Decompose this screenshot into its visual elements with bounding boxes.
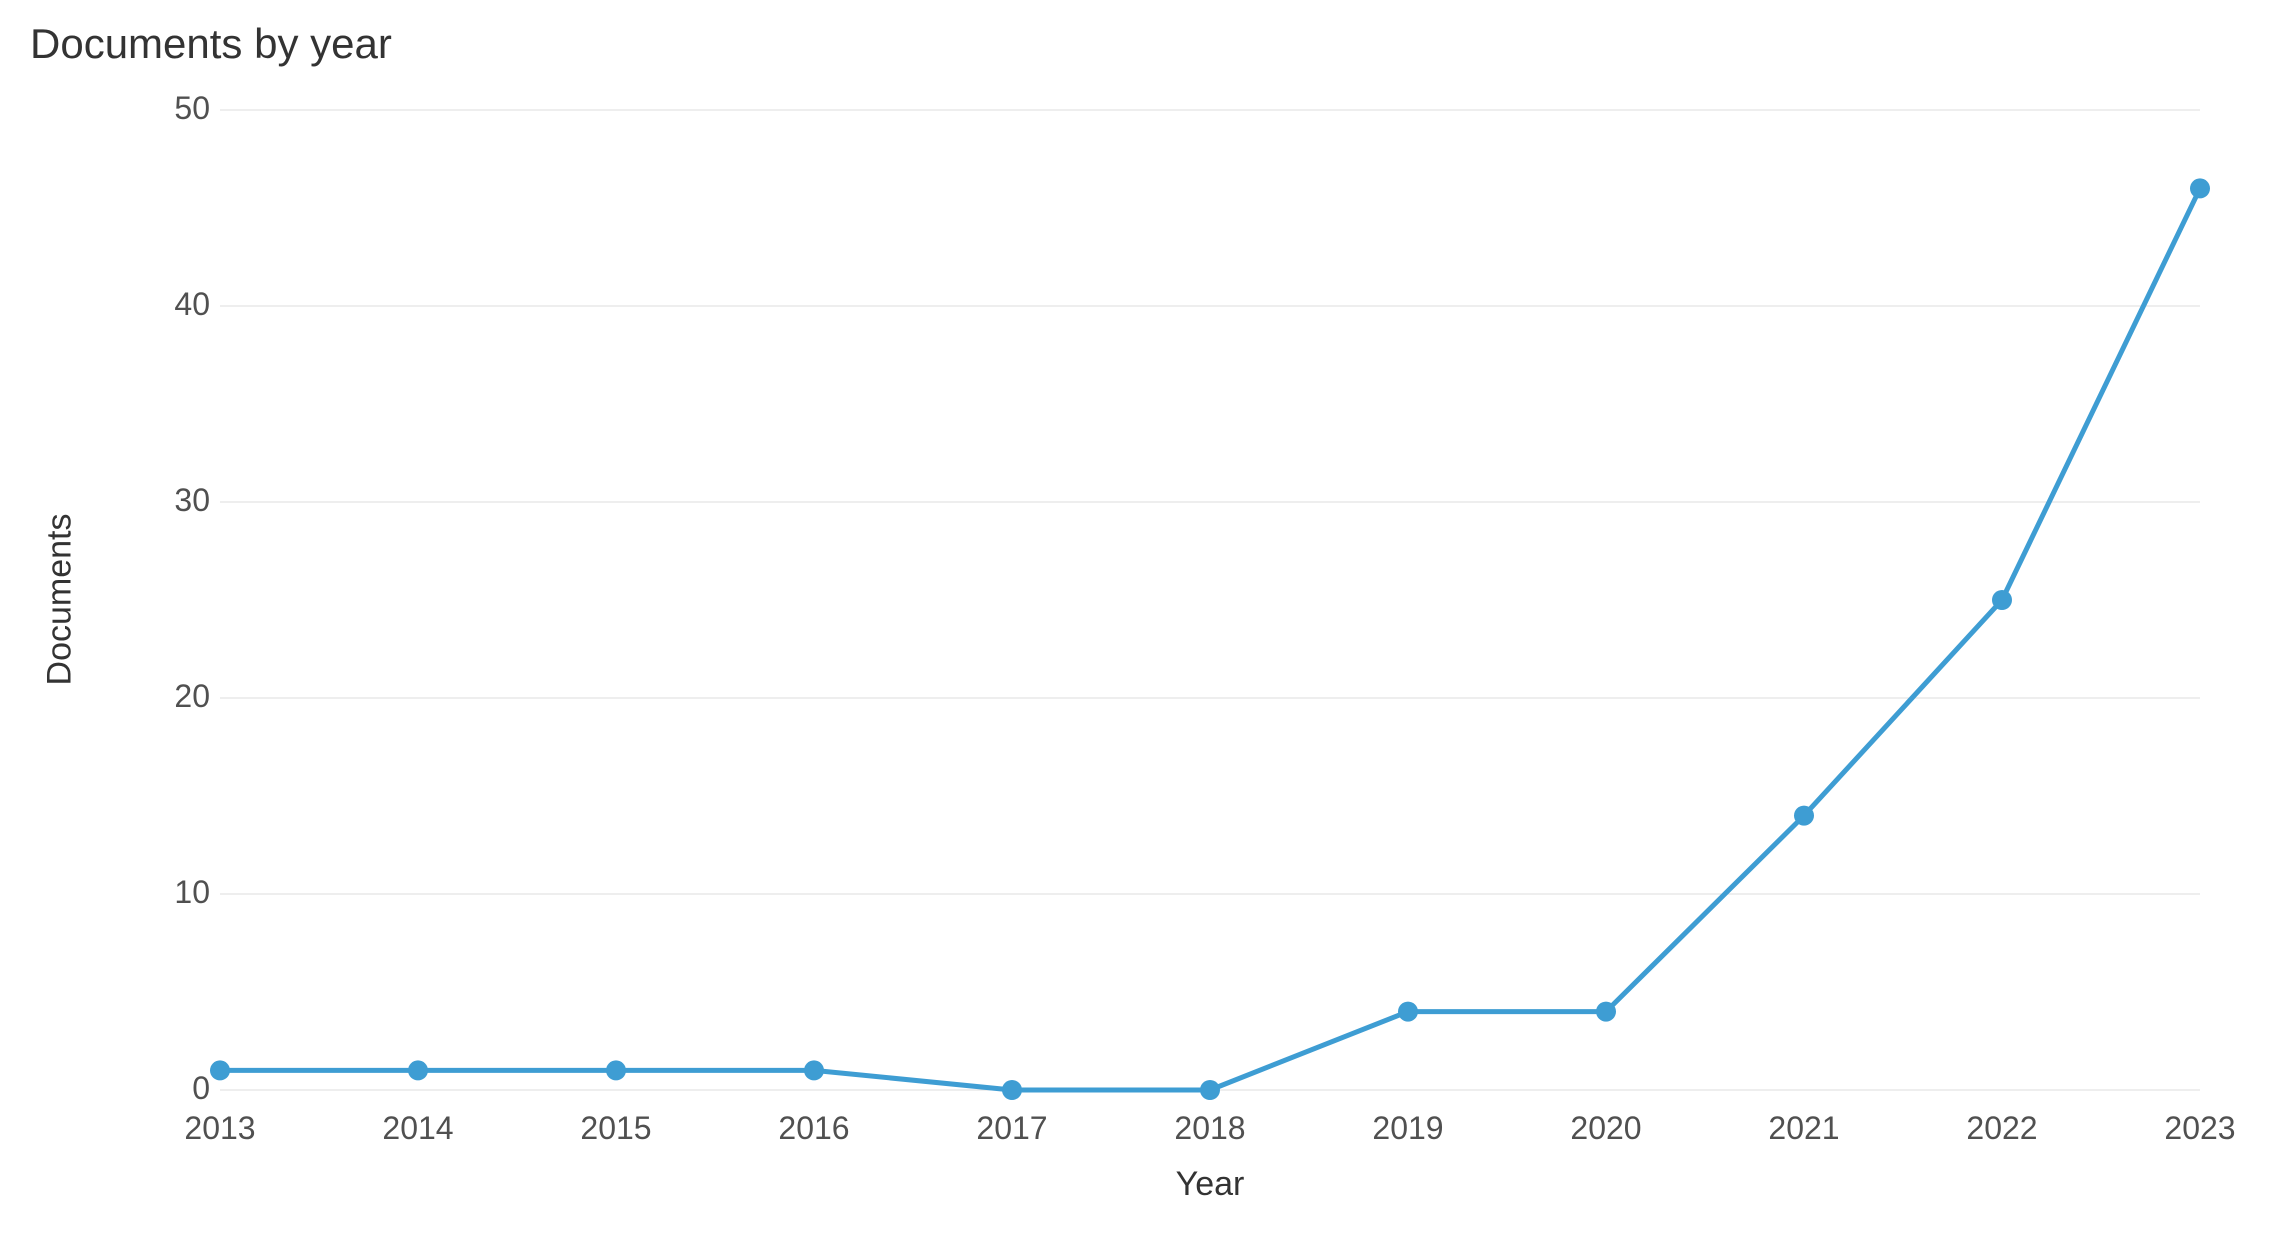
y-tick-label: 40: [140, 286, 210, 323]
x-tick-label: 2017: [952, 1110, 1072, 1147]
x-tick-label: 2015: [556, 1110, 676, 1147]
y-tick-label: 50: [140, 90, 210, 127]
data-point: [1596, 1002, 1616, 1022]
line-chart-svg: [30, 90, 2248, 1220]
x-tick-label: 2023: [2140, 1110, 2260, 1147]
data-point: [606, 1060, 626, 1080]
data-point: [1992, 590, 2012, 610]
x-tick-label: 2013: [160, 1110, 280, 1147]
chart-container: Documents Year 0 10 20 30 40 50 2013 2014 2015 20…: [30, 90, 2248, 1220]
x-tick-label: 2022: [1942, 1110, 2062, 1147]
x-tick-label: 2020: [1546, 1110, 1666, 1147]
data-point: [1794, 806, 1814, 826]
y-tick-label: 20: [140, 678, 210, 715]
data-point: [210, 1060, 230, 1080]
chart-title: Documents by year: [30, 20, 392, 68]
x-tick-label: 2018: [1150, 1110, 1270, 1147]
x-tick-label: 2021: [1744, 1110, 1864, 1147]
x-tick-label: 2016: [754, 1110, 874, 1147]
data-point: [1398, 1002, 1418, 1022]
data-point: [1002, 1080, 1022, 1100]
y-tick-label: 0: [140, 1070, 210, 1107]
y-axis-label: Documents: [41, 500, 80, 700]
data-point: [408, 1060, 428, 1080]
x-tick-label: 2019: [1348, 1110, 1468, 1147]
data-point: [2190, 178, 2210, 198]
y-tick-label: 30: [140, 482, 210, 519]
data-point: [804, 1060, 824, 1080]
data-point: [1200, 1080, 1220, 1100]
x-axis-label: Year: [1110, 1165, 1310, 1204]
data-line: [220, 188, 2200, 1090]
x-tick-label: 2014: [358, 1110, 478, 1147]
y-tick-label: 10: [140, 874, 210, 911]
